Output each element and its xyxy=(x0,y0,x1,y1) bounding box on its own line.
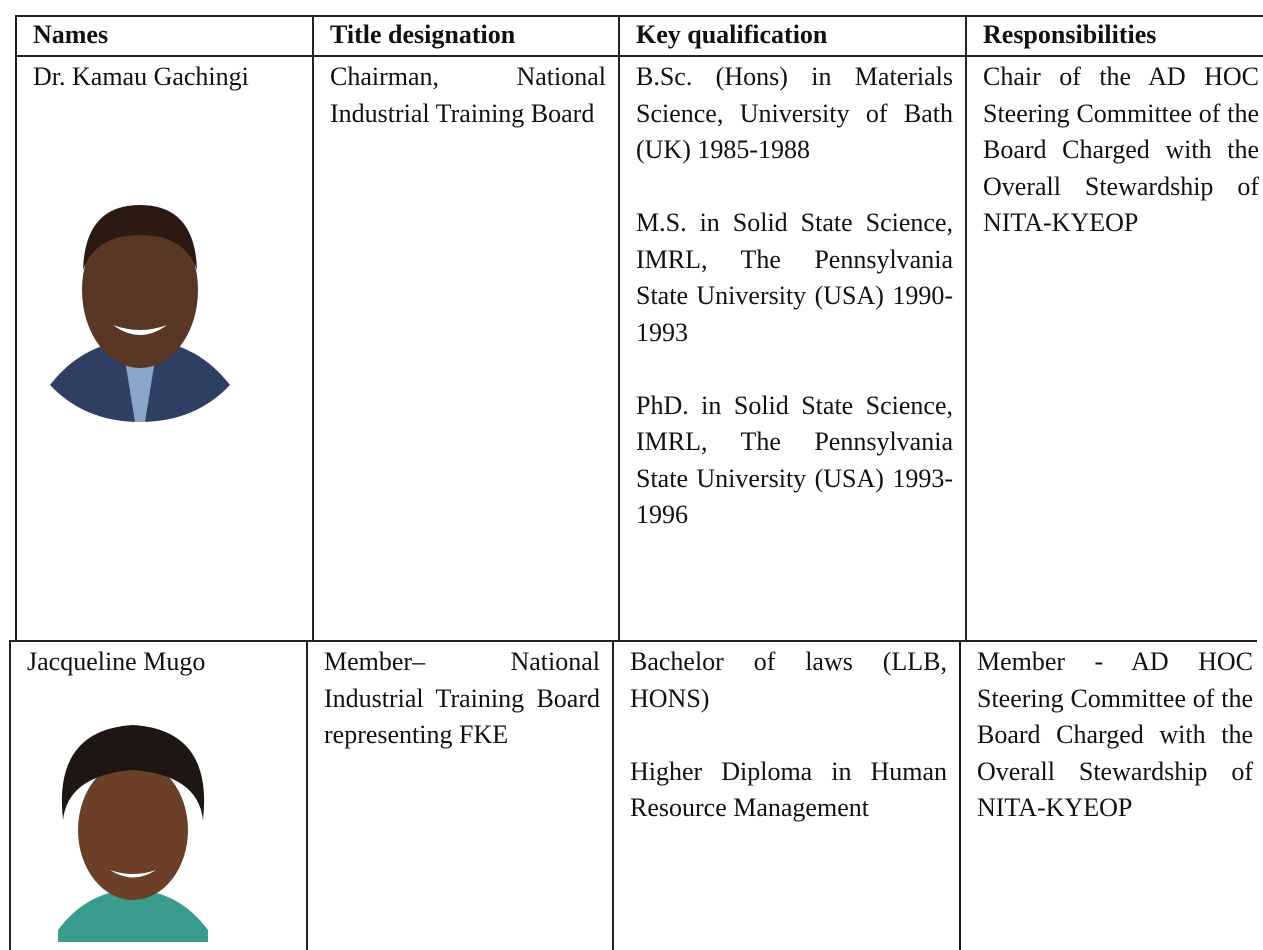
name-cell: Dr. Kamau Gachingi xyxy=(15,55,312,640)
header-cell: Key qualification xyxy=(618,15,965,55)
name-cell: Jacqueline Mugo xyxy=(9,640,306,950)
title-cell: Member– National Industrial Training Boa… xyxy=(306,640,612,950)
header-cell: Title designation xyxy=(312,15,618,55)
qualification: Higher Diploma in Human Resource Managem… xyxy=(630,756,947,823)
photo xyxy=(58,725,208,942)
photo xyxy=(50,205,230,422)
header-cell: Names xyxy=(15,15,312,55)
qualification-cell: Bachelor of laws (LLB, HONS) Higher Diplo… xyxy=(612,640,959,950)
qualification: Bachelor of laws (LLB, HONS) xyxy=(630,647,947,713)
responsibilities-cell: Member - AD HOC Steering Committee of th… xyxy=(959,640,1257,950)
qualification: PhD. in Solid State Science, IMRL, The P… xyxy=(636,390,953,530)
qualification: B.Sc. (Hons) in Materials Science, Unive… xyxy=(636,62,953,164)
header-cell: Responsibilities xyxy=(965,15,1263,55)
qualification: M.S. in Solid State Science, IMRL, The P… xyxy=(636,208,953,347)
qualification-cell: B.Sc. (Hons) in Materials Science, Unive… xyxy=(618,55,965,640)
title-cell: Chairman, National Industrial Training B… xyxy=(312,55,618,640)
responsibilities-cell: Chair of the AD HOC Steering Committee o… xyxy=(965,55,1263,640)
